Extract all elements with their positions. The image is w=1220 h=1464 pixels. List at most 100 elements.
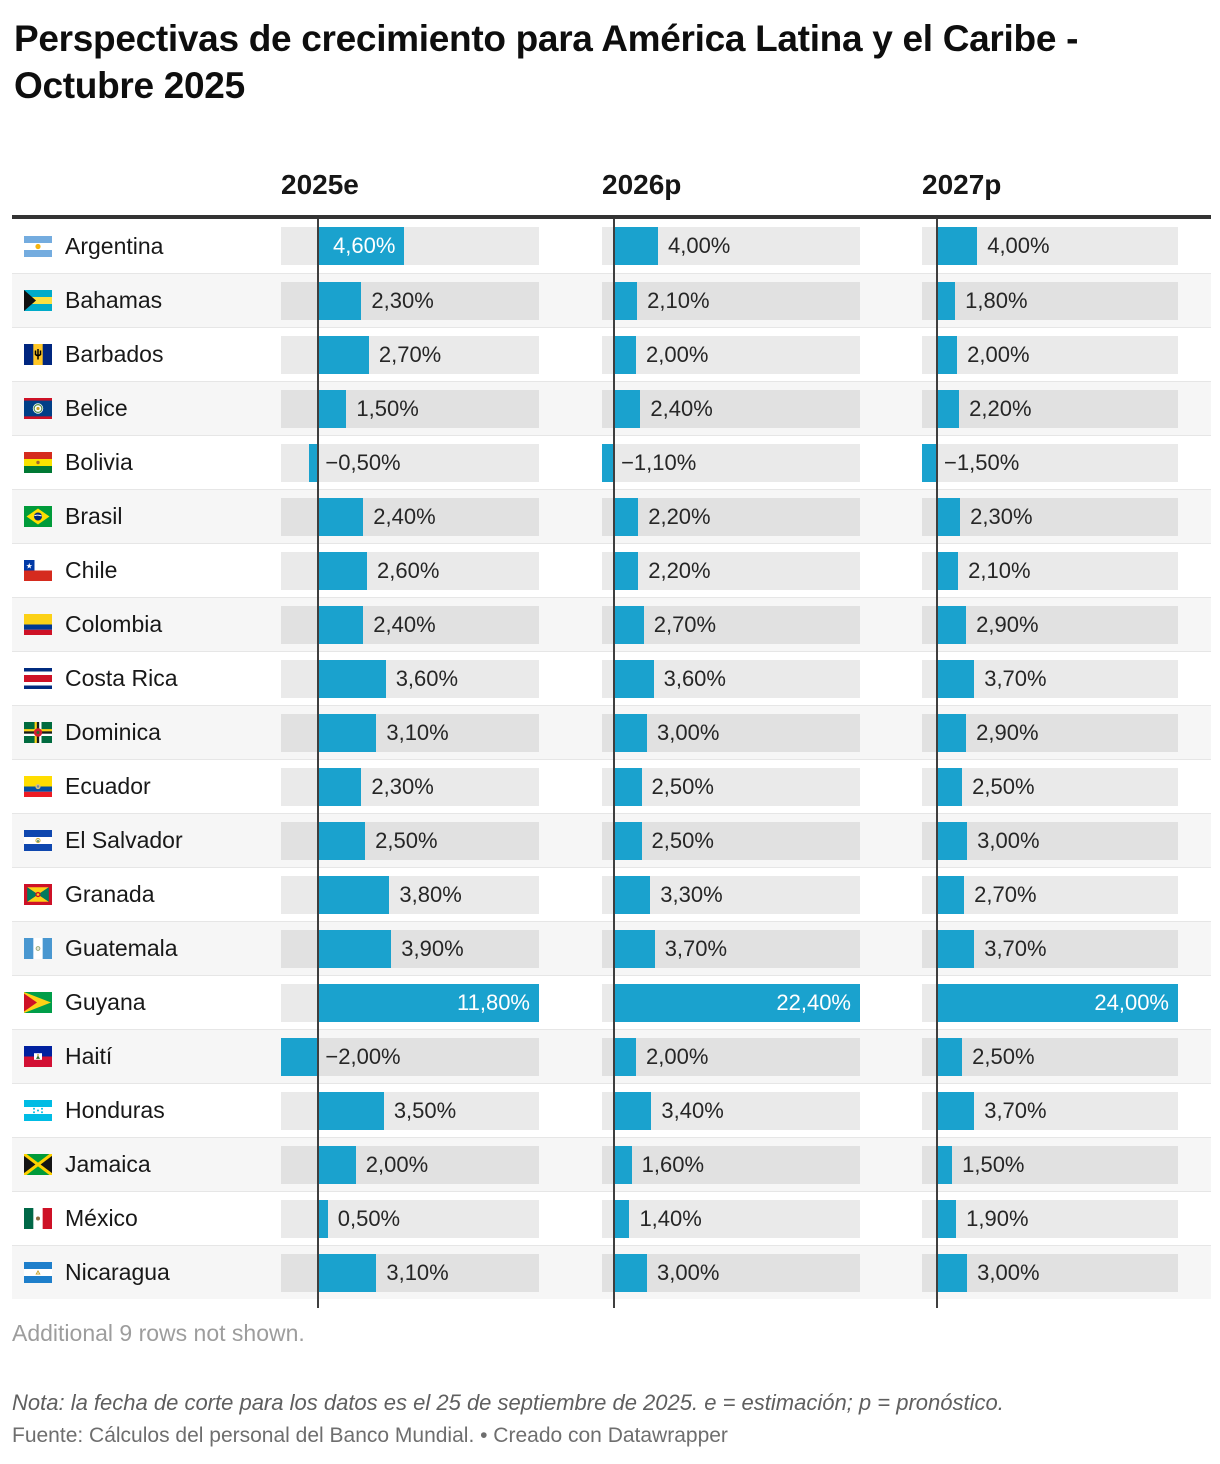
value-label: 2,30% bbox=[371, 288, 434, 313]
bar-track bbox=[922, 1200, 1178, 1238]
bar-track bbox=[602, 1038, 860, 1076]
bar-cell: 2,30% bbox=[281, 760, 602, 813]
country-label: Dominica bbox=[65, 719, 161, 745]
value-bar bbox=[614, 1146, 632, 1184]
country-label: El Salvador bbox=[65, 827, 183, 853]
value-label: 3,90% bbox=[401, 936, 464, 961]
column-header-2027p: 2027p bbox=[922, 169, 1002, 200]
bar-cell: 3,00% bbox=[602, 706, 922, 759]
bar-cell: −2,00% bbox=[281, 1030, 602, 1083]
table-row: Argentina 4,60% 4,00% 4,00% bbox=[12, 219, 1211, 273]
belize-flag-icon bbox=[24, 398, 52, 419]
value-label: 2,90% bbox=[976, 720, 1039, 745]
bar-cell: 3,30% bbox=[602, 868, 922, 921]
mexico-flag-icon bbox=[24, 1208, 52, 1229]
value-bar bbox=[937, 1038, 963, 1076]
table-row: Guyana 11,80% 22,40% 24,00% bbox=[12, 975, 1211, 1029]
country-cell: Guyana bbox=[12, 976, 281, 1029]
country-cell: Ecuador bbox=[12, 760, 281, 813]
value-bar bbox=[937, 336, 958, 374]
bar-track bbox=[602, 1200, 860, 1238]
value-bar bbox=[318, 984, 539, 1022]
country-label: Ecuador bbox=[65, 773, 151, 799]
bar-track bbox=[922, 768, 1178, 806]
table-body: Argentina 4,60% 4,00% 4,00% Bahamas 2,30% 2,10… bbox=[12, 219, 1211, 1308]
grenada-flag-icon bbox=[24, 884, 52, 905]
bar-track bbox=[922, 282, 1178, 320]
value-bar bbox=[318, 282, 362, 320]
value-label: 2,40% bbox=[373, 504, 436, 529]
value-bar bbox=[318, 552, 367, 590]
value-label: 2,50% bbox=[651, 774, 714, 799]
bar-track bbox=[602, 552, 860, 590]
country-cell: Bolivia bbox=[12, 436, 281, 489]
country-label: Brasil bbox=[65, 503, 123, 529]
value-bar bbox=[318, 498, 364, 536]
bar-cell: 3,70% bbox=[602, 922, 922, 975]
value-label: 3,10% bbox=[386, 1260, 449, 1285]
value-label: 2,70% bbox=[974, 882, 1037, 907]
bar-track bbox=[922, 444, 1178, 482]
hidden-rows-note: Additional 9 rows not shown. bbox=[12, 1320, 305, 1346]
value-bar bbox=[318, 606, 364, 644]
value-label: 3,40% bbox=[661, 1098, 724, 1123]
value-label: 2,50% bbox=[375, 828, 438, 853]
value-bar bbox=[318, 876, 390, 914]
column-header-2025e: 2025e bbox=[281, 169, 359, 200]
table-row: Belice 1,50% 2,40% 2,20% bbox=[12, 381, 1211, 435]
country-cell: Argentina bbox=[12, 219, 281, 273]
table-row: México 0,50% 1,40% 1,90% bbox=[12, 1191, 1211, 1245]
bar-track bbox=[602, 768, 860, 806]
value-label: 2,30% bbox=[371, 774, 434, 799]
value-bar bbox=[937, 552, 959, 590]
value-label: 2,00% bbox=[967, 342, 1030, 367]
value-bar bbox=[937, 390, 960, 428]
bar-cell: 2,50% bbox=[602, 814, 922, 867]
value-label: 2,90% bbox=[976, 612, 1039, 637]
country-cell: Nicaragua bbox=[12, 1246, 281, 1299]
value-label: 2,20% bbox=[648, 558, 711, 583]
bar-cell: 3,00% bbox=[922, 1246, 1211, 1299]
value-label: 1,90% bbox=[966, 1206, 1029, 1231]
bar-track bbox=[602, 606, 860, 644]
value-bar bbox=[922, 444, 938, 482]
barbados-flag-icon bbox=[24, 344, 52, 365]
value-label: 3,10% bbox=[386, 720, 449, 745]
bar-cell: 22,40% bbox=[602, 976, 922, 1029]
column-header-row: 2025e 2026p 2027p bbox=[12, 109, 1211, 219]
bar-cell: 3,90% bbox=[281, 922, 602, 975]
bar-track bbox=[922, 1038, 1178, 1076]
table-row: Dominica 3,10% 3,00% 2,90% bbox=[12, 705, 1211, 759]
value-bar bbox=[614, 1254, 647, 1292]
bar-cell: 3,10% bbox=[281, 1246, 602, 1299]
el_salvador-flag-icon bbox=[24, 830, 52, 851]
country-cell: Jamaica bbox=[12, 1138, 281, 1191]
bar-cell: 2,00% bbox=[281, 1138, 602, 1191]
zero-axis-line bbox=[936, 219, 939, 1308]
jamaica-flag-icon bbox=[24, 1154, 52, 1175]
table-row: Granada 3,80% 3,30% 2,70% bbox=[12, 867, 1211, 921]
bar-cell: 3,00% bbox=[602, 1246, 922, 1299]
value-label: 3,70% bbox=[984, 666, 1047, 691]
bar-cell: −1,50% bbox=[922, 436, 1211, 489]
bar-cell: 2,20% bbox=[602, 490, 922, 543]
bar-cell: 24,00% bbox=[922, 976, 1211, 1029]
value-label: 1,50% bbox=[356, 396, 419, 421]
value-label: 2,20% bbox=[648, 504, 711, 529]
value-label: 3,60% bbox=[395, 666, 459, 691]
value-bar bbox=[281, 1038, 319, 1076]
bar-cell: 3,70% bbox=[922, 1084, 1211, 1137]
value-bar bbox=[318, 768, 362, 806]
bar-track bbox=[922, 498, 1178, 536]
bar-cell: 2,70% bbox=[602, 598, 922, 651]
value-bar bbox=[937, 714, 967, 752]
bar-cell: 2,50% bbox=[602, 760, 922, 813]
value-bar bbox=[937, 606, 967, 644]
brazil-flag-icon bbox=[24, 506, 52, 527]
bar-cell: 3,60% bbox=[281, 652, 602, 705]
value-bar bbox=[937, 660, 975, 698]
value-bar bbox=[937, 1254, 968, 1292]
value-label: 3,30% bbox=[660, 882, 723, 907]
country-label: Nicaragua bbox=[65, 1259, 170, 1285]
costa_rica-flag-icon bbox=[24, 668, 52, 689]
